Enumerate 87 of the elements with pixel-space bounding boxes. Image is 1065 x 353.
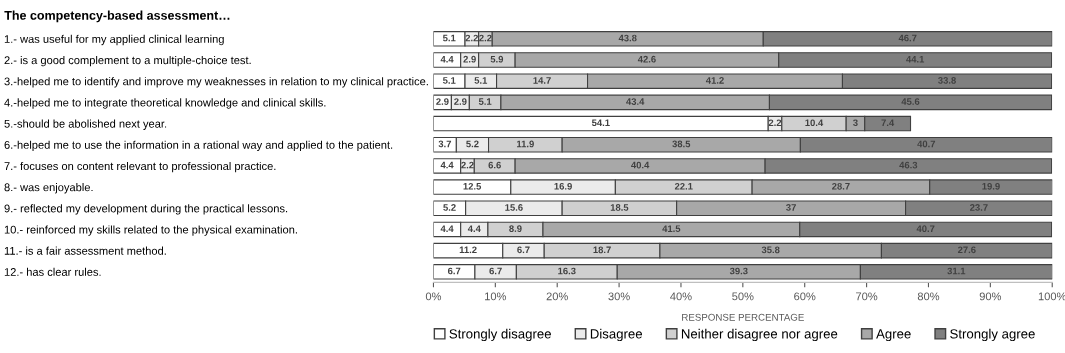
legend-label: Neither disagree nor agree (681, 328, 838, 342)
y-tick-label: 6.-helped me to use the information in a rational way and applied to the patient. (4, 140, 393, 152)
data-label: 27.6 (957, 246, 976, 254)
data-label: 35.8 (761, 246, 780, 254)
data-label: 2.9 (463, 55, 476, 63)
data-label: 5.1 (474, 77, 488, 84)
x-tick-label: 0% (425, 292, 442, 301)
data-label: 6.7 (489, 267, 502, 275)
x-tick-label: 30% (608, 292, 630, 301)
x-tick-label: 80% (917, 292, 940, 301)
x-tick-label: 20% (546, 292, 568, 301)
data-label: 8.9 (509, 225, 522, 232)
data-label: 2.9 (436, 98, 449, 105)
y-tick-label: 11.- is a fair assessment method. (4, 246, 166, 255)
data-label: 6.7 (447, 267, 461, 275)
data-label: 14.7 (533, 77, 551, 84)
data-label: 4.4 (467, 225, 481, 232)
data-label: 3.7 (438, 140, 452, 148)
y-tick-label: 4.-helped me to integrate theoretical knowledge and clinical skills. (4, 98, 326, 109)
x-axis-title: RESPONSE PERCENTAGE (682, 313, 804, 321)
x-tick-label: 60% (794, 292, 816, 301)
y-tick-label: 1.- was useful for my applied clinical learning (4, 34, 224, 46)
data-label: 45.6 (901, 98, 920, 105)
data-label: 33.8 (938, 77, 956, 84)
data-label: 7.4 (881, 119, 895, 126)
data-label: 11.2 (459, 246, 477, 254)
y-tick-label: 9.- reflected my development during the practical lessons. (4, 204, 288, 215)
x-tick-label: 10% (485, 292, 507, 301)
data-label: 23.7 (970, 204, 988, 211)
y-tick-label: 5.-should be abolished next year. (4, 119, 167, 130)
data-label: 3 (853, 119, 858, 127)
data-label: 2.9 (454, 98, 467, 105)
data-label: 40.7 (917, 140, 936, 148)
legend-label: Strongly agree (950, 328, 1035, 342)
data-label: 46.7 (898, 34, 917, 42)
text: The competency-based assessment… (4, 10, 230, 23)
y-tick-label: 10.- reinforced my skills related to the physical examination. (4, 225, 297, 236)
data-label: 43.8 (618, 34, 637, 42)
data-label: 4.4 (440, 161, 454, 169)
data-label: 46.3 (899, 161, 918, 169)
data-label: 10.4 (805, 119, 824, 127)
data-label: 19.9 (982, 182, 1000, 190)
data-label: 40.4 (631, 161, 650, 169)
data-label: 15.6 (505, 204, 523, 211)
data-label: 4.4 (440, 55, 454, 63)
data-label: 43.4 (626, 98, 645, 105)
data-label: 2.2 (461, 161, 474, 169)
data-label: 44.1 (906, 55, 925, 63)
data-label: 28.7 (832, 182, 850, 190)
y-tick-label: 12.- has clear rules. (4, 267, 101, 276)
data-label: 16.3 (558, 267, 576, 275)
data-label: 39.3 (729, 267, 748, 275)
x-tick-label: 50% (732, 292, 754, 301)
y-tick-label: 2.- is a good complement to a multiple-choice test. (4, 55, 251, 67)
data-label: 6.7 (517, 246, 530, 254)
data-label: 5.1 (442, 34, 456, 42)
data-label: 5.1 (478, 98, 492, 105)
data-label: 31.1 (947, 267, 966, 275)
data-label: 16.9 (554, 182, 572, 190)
x-tick-label: 70% (856, 292, 878, 301)
data-label: 40.7 (916, 225, 935, 232)
x-tick-label: 90% (979, 292, 1002, 301)
data-label: 54.1 (591, 119, 610, 127)
data-label: 22.1 (674, 182, 693, 190)
data-label: 18.5 (610, 204, 629, 211)
data-label: 41.5 (662, 225, 681, 232)
data-label: 6.6 (488, 161, 501, 169)
x-tick-label: 40% (670, 292, 692, 301)
data-label: 5.2 (443, 204, 456, 211)
data-label: 38.5 (672, 140, 691, 148)
legend-label: Strongly disagree (449, 328, 551, 342)
data-label: 5.1 (442, 77, 456, 84)
data-label: 37 (786, 204, 796, 211)
data-label: 42.6 (637, 55, 656, 63)
data-label: 12.5 (463, 182, 482, 190)
y-tick-label: 7.- focuses on content relevant to professional practice. (4, 161, 276, 173)
data-label: 5.9 (490, 55, 504, 63)
data-label: 18.7 (593, 246, 611, 254)
data-label: 2.2 (479, 34, 492, 42)
data-label: 5.2 (466, 140, 479, 148)
legend-label: Agree (876, 329, 911, 342)
data-label: 11.9 (517, 140, 534, 148)
data-label: 41.2 (705, 77, 724, 84)
y-tick-label: 3.-helped me to identify and improve my weaknesses in relation to my clinical practice. (4, 77, 428, 88)
y-tick-label: 8.- was enjoyable. (4, 183, 93, 194)
data-label: 4.4 (440, 225, 454, 232)
legend-label: Disagree (590, 328, 643, 342)
